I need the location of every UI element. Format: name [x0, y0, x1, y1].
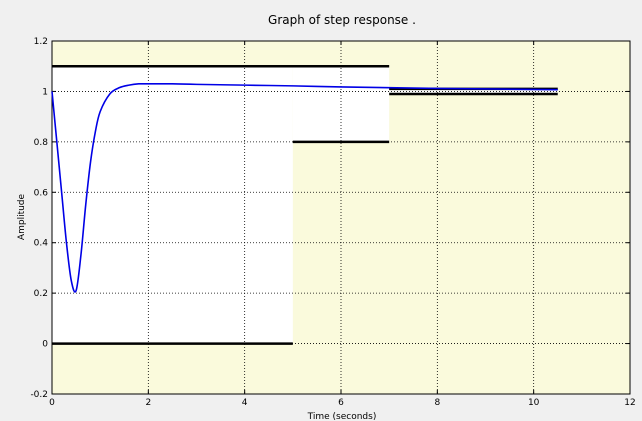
- y-tick-label: 0: [42, 340, 48, 350]
- x-tick-label: 12: [624, 398, 635, 408]
- x-tick-label: 0: [49, 398, 55, 408]
- y-tick-label: 1: [42, 87, 48, 97]
- y-tick-label: -0.2: [30, 390, 48, 400]
- chart-title: Graph of step response .: [268, 13, 416, 27]
- allowed-region-0: [52, 66, 293, 344]
- x-tick-label: 6: [338, 398, 344, 408]
- y-tick-label: 0.4: [34, 239, 49, 249]
- x-tick-label: 4: [242, 398, 248, 408]
- step-response-line: [51, 82, 558, 293]
- y-tick-label: 0.6: [34, 188, 49, 198]
- x-tick-label: 10: [528, 398, 540, 408]
- y-axis-label: Amplitude: [17, 193, 27, 240]
- x-tick-label: 2: [145, 398, 151, 408]
- y-tick-label: 0.8: [34, 138, 49, 148]
- y-tick-label: 0.2: [34, 289, 48, 299]
- allowed-region-2: [389, 88, 558, 94]
- y-tick-label: 1.2: [34, 37, 48, 47]
- x-axis-label: Time (seconds): [307, 412, 377, 421]
- x-tick-label: 8: [434, 398, 440, 408]
